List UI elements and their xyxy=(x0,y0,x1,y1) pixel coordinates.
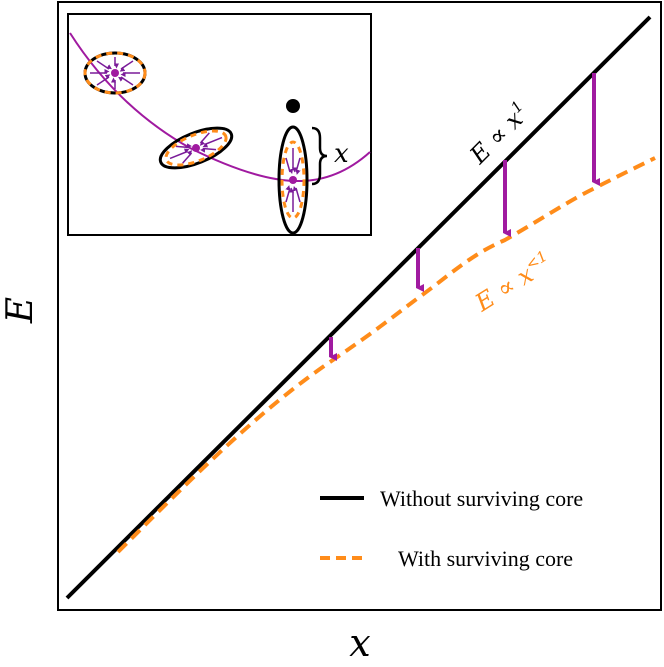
legend: Without surviving core With surviving co… xyxy=(320,486,583,571)
inset-particle-2 xyxy=(158,126,234,170)
legend-label-without-core: Without surviving core xyxy=(380,486,583,511)
series-with-core-line xyxy=(116,156,656,554)
inset-brace xyxy=(311,126,328,186)
inset-diagram: x xyxy=(67,13,372,236)
inset-trajectory-curve xyxy=(69,32,371,183)
inset-particle-3 xyxy=(277,125,309,235)
inset-brace-label: x xyxy=(334,139,349,169)
legend-label-with-core: With surviving core xyxy=(398,546,573,571)
series-without-core-line xyxy=(65,15,652,600)
inset-frame xyxy=(67,13,372,236)
plot-frame xyxy=(57,1,662,611)
inset-ejected-dot xyxy=(286,99,300,113)
x-axis-label: x xyxy=(349,621,370,665)
y-axis-label: E xyxy=(0,297,41,324)
sublinear-scaling-label: E ∝ x<1 xyxy=(468,247,557,318)
inset-particle-1 xyxy=(83,51,147,95)
linear-scaling-label: E ∝ x1 xyxy=(462,97,535,170)
